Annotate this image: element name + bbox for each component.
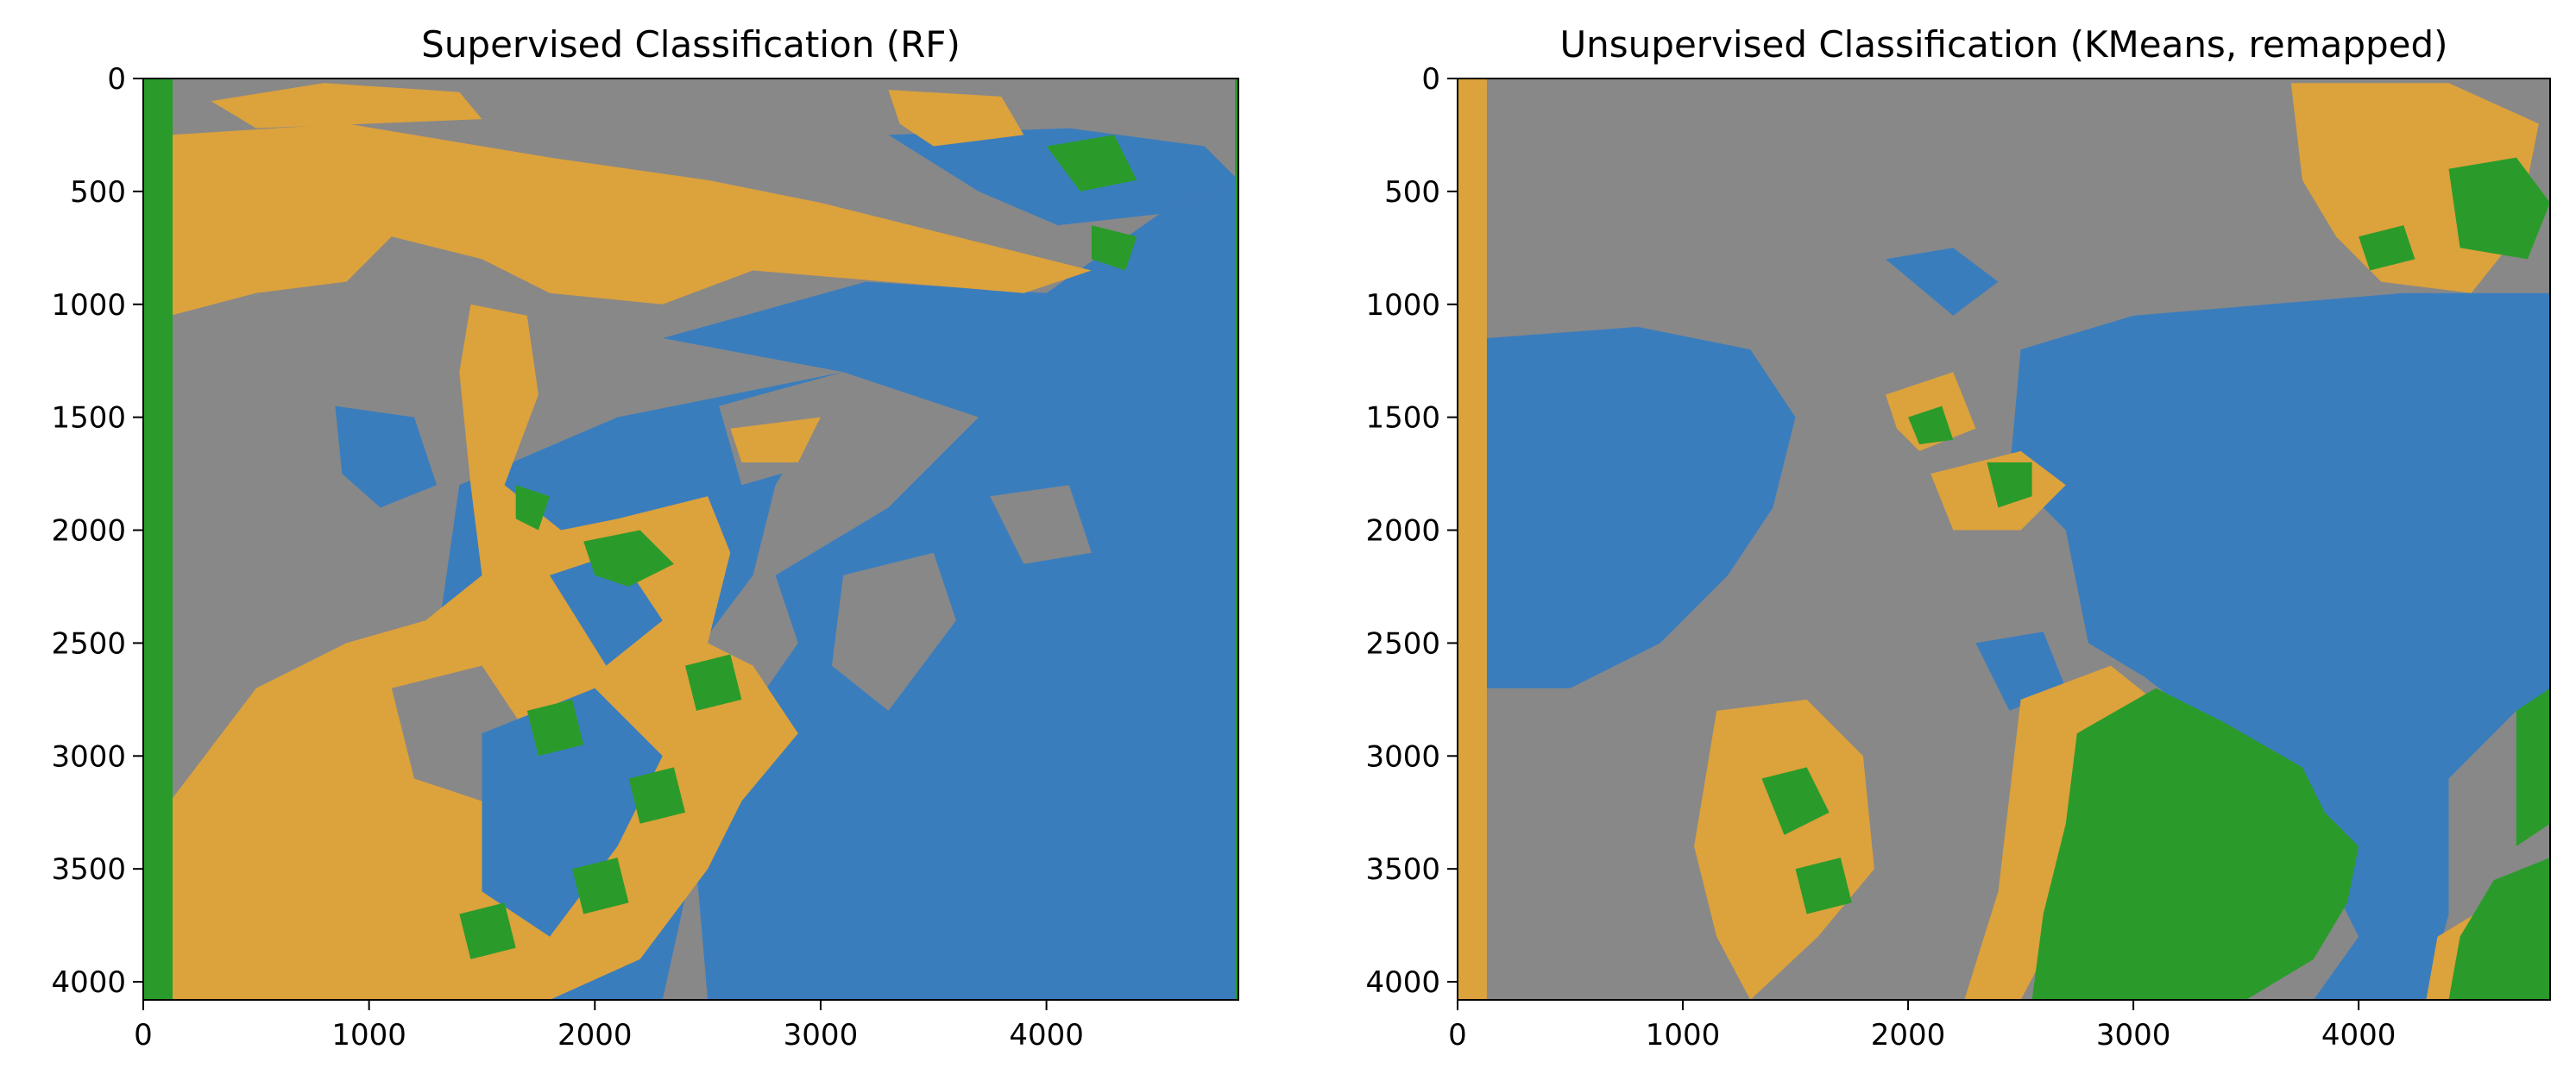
class-region-yellow bbox=[1694, 699, 1874, 1000]
y-tick-label: 1500 bbox=[1365, 401, 1440, 436]
class-region-green bbox=[1091, 225, 1137, 271]
chart-title: Supervised Classification (RF) bbox=[421, 23, 960, 66]
x-tick-label: 4000 bbox=[1009, 1018, 1084, 1052]
class-region-yellow bbox=[730, 417, 821, 462]
classification-map bbox=[143, 79, 1238, 1000]
y-tick-label: 2500 bbox=[1365, 626, 1440, 661]
y-tick-label: 1500 bbox=[51, 401, 126, 436]
y-tick-label: 3500 bbox=[1365, 852, 1440, 887]
x-tick-label: 4000 bbox=[2321, 1018, 2396, 1052]
class-region-gray bbox=[832, 552, 956, 711]
x-tick-label: 0 bbox=[1448, 1018, 1467, 1052]
class-region-blue bbox=[335, 405, 438, 508]
class-region-green bbox=[2448, 858, 2550, 1000]
y-tick-label: 4000 bbox=[51, 965, 126, 1000]
class-region-green bbox=[1987, 462, 2032, 508]
class-region-green bbox=[583, 530, 674, 587]
x-tick-label: 2000 bbox=[1871, 1018, 1946, 1052]
class-region-blue bbox=[1886, 248, 1999, 316]
panel-2: Unsupervised Classification (KMeans, rem… bbox=[1365, 23, 2551, 1052]
class-region-blue bbox=[2009, 292, 2550, 1000]
class-region-blue bbox=[2313, 541, 2427, 621]
class-region-blue bbox=[482, 688, 663, 937]
class-region-green bbox=[2031, 688, 2359, 1000]
class-region-blue bbox=[888, 128, 1238, 226]
class-region-green bbox=[1046, 135, 1137, 192]
x-tick-label: 2000 bbox=[557, 1018, 633, 1052]
class-region-yellow bbox=[211, 83, 482, 129]
x-tick-label: 3000 bbox=[784, 1018, 859, 1052]
y-tick-label: 4000 bbox=[1365, 965, 1440, 1000]
panel-1: Supervised Classification (RF) 0 1000 2000 3… bbox=[51, 23, 1239, 1052]
class-region-yellow bbox=[170, 304, 798, 1000]
class-region-green bbox=[2516, 688, 2550, 846]
y-tick-label: 1000 bbox=[51, 288, 126, 323]
class-region-gray bbox=[990, 485, 1092, 564]
class-region-green bbox=[1908, 405, 1954, 445]
y-tick-label: 3000 bbox=[1365, 739, 1440, 774]
chart-title: Unsupervised Classification (KMeans, rem… bbox=[1559, 23, 2447, 66]
class-region-green bbox=[2359, 225, 2415, 271]
y-tick-label: 2000 bbox=[51, 514, 126, 549]
class-region-green bbox=[2448, 157, 2550, 260]
class-region-green bbox=[572, 858, 629, 914]
class-region-green bbox=[628, 767, 685, 824]
plot-frame bbox=[1457, 78, 2551, 1001]
class-region-yellow bbox=[888, 90, 1024, 147]
class-region-blue bbox=[662, 179, 1238, 1000]
class-region-yellow bbox=[1458, 79, 1487, 1000]
x-tick-label: 1000 bbox=[331, 1018, 406, 1052]
x-tick-label: 0 bbox=[134, 1018, 153, 1052]
y-tick-label: 3500 bbox=[51, 852, 126, 887]
y-tick-label: 1000 bbox=[1365, 288, 1440, 323]
plot-frame bbox=[142, 78, 1239, 1001]
class-region-green bbox=[685, 654, 742, 711]
y-tick-label: 500 bbox=[70, 175, 126, 210]
x-tick-label: 3000 bbox=[2096, 1018, 2171, 1052]
y-tick-label: 0 bbox=[1421, 62, 1440, 97]
class-region-green bbox=[459, 902, 516, 959]
y-tick-label: 0 bbox=[107, 62, 126, 97]
y-tick-label: 500 bbox=[1384, 175, 1440, 210]
class-region-green bbox=[526, 699, 584, 757]
y-tick-label: 2500 bbox=[51, 626, 126, 661]
class-region-green bbox=[1795, 858, 1852, 914]
y-tick-label: 3000 bbox=[51, 739, 126, 774]
y-tick-label: 2000 bbox=[1365, 514, 1440, 549]
class-region-yellow bbox=[170, 123, 1092, 316]
class-region-blue bbox=[1975, 631, 2066, 711]
classification-map bbox=[1458, 79, 2550, 1000]
x-tick-label: 1000 bbox=[1646, 1018, 1721, 1052]
class-region-green bbox=[143, 79, 173, 1000]
class-region-green bbox=[1761, 767, 1830, 835]
class-region-blue bbox=[1486, 326, 1796, 688]
class-region-green bbox=[515, 485, 550, 531]
